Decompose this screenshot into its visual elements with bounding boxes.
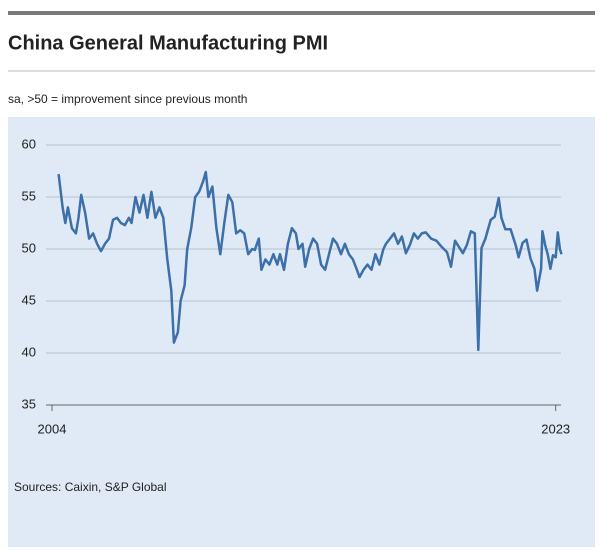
y-tick-label: 55 (22, 188, 36, 203)
y-tick-label: 60 (22, 136, 36, 151)
x-tick-label: 2023 (541, 421, 570, 436)
y-tick-label: 35 (22, 396, 36, 411)
y-tick-label: 45 (22, 292, 36, 307)
x-tick-label: 2004 (38, 421, 67, 436)
source: Sources: Caixin, S&P Global (14, 480, 167, 494)
plot-panel (8, 117, 595, 547)
top-rule (8, 11, 595, 15)
y-tick-label: 40 (22, 344, 36, 359)
line (57, 170, 563, 352)
y-tick-label: 50 (22, 240, 36, 255)
chart-title: China General Manufacturing PMI (8, 32, 328, 54)
subtitle: sa, >50 = improvement since previous mon… (8, 92, 247, 106)
